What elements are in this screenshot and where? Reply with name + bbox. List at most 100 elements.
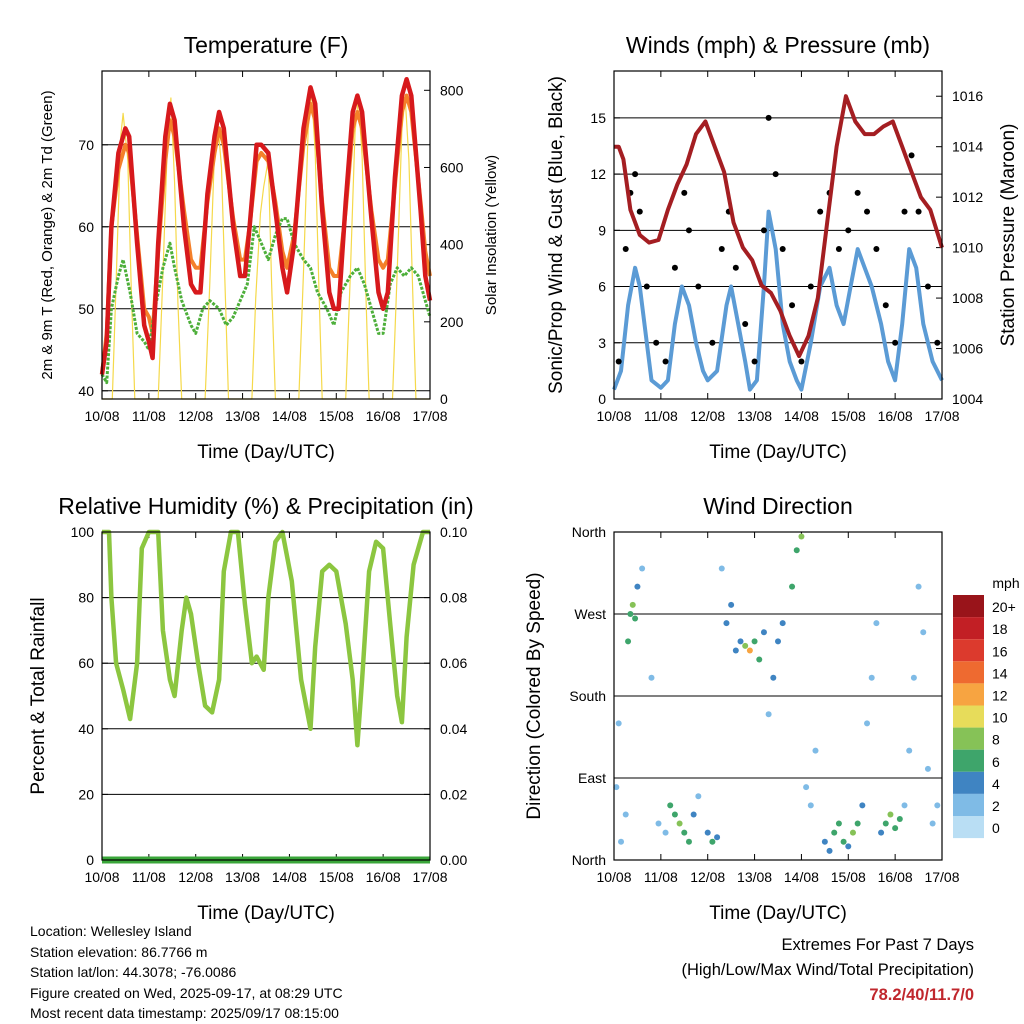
x-tick-label: 15/08 xyxy=(319,869,354,885)
direction-point xyxy=(868,674,875,681)
legend-swatch xyxy=(953,727,984,750)
y-tick-label: 3 xyxy=(598,335,606,351)
y-tick-label: 100 xyxy=(71,524,95,540)
series-wind xyxy=(612,209,944,392)
gust-point xyxy=(718,246,725,253)
series-pressure xyxy=(614,94,944,359)
gust-point xyxy=(636,208,643,215)
direction-point xyxy=(690,811,697,818)
y-tick-label: South xyxy=(569,688,606,704)
recent-text: Most recent data timestamp: 2025/09/17 0… xyxy=(30,1005,339,1021)
gust-point xyxy=(662,358,669,365)
direction-point xyxy=(915,583,922,590)
y-tick-label: North xyxy=(572,524,606,540)
y-tick-label: 0 xyxy=(598,391,606,407)
y-tick-label: 70 xyxy=(78,137,94,153)
gust-point xyxy=(622,246,629,253)
direction-point xyxy=(854,820,861,827)
panel-title: Wind Direction xyxy=(703,493,853,519)
y-tick-label: 9 xyxy=(598,222,606,238)
gust-point xyxy=(742,321,749,328)
extremes-block: Extremes For Past 7 Days (High/Low/Max W… xyxy=(681,933,974,1008)
direction-point xyxy=(793,547,800,554)
gust-point xyxy=(643,283,650,290)
y2-tick-label: 1010 xyxy=(952,240,983,256)
gust-point xyxy=(854,189,861,196)
direction-point xyxy=(779,620,786,627)
direction-point xyxy=(634,583,641,590)
panel-title: Temperature (F) xyxy=(184,32,349,58)
x-tick-label: 12/08 xyxy=(690,408,725,424)
direction-point xyxy=(831,829,838,836)
y-tick-label: 0 xyxy=(86,852,94,868)
y-axis-label: Sonic/Prop Wind & Gust (Blue, Black) xyxy=(546,76,567,394)
y2-tick-label: 0.00 xyxy=(440,852,467,868)
gust-point xyxy=(915,208,922,215)
extremes-values: 78.2/40/11.7/0 xyxy=(869,986,974,1004)
gust-point xyxy=(779,246,786,253)
direction-point xyxy=(887,811,894,818)
station-info: Location: Wellesley Island Station eleva… xyxy=(30,921,343,1024)
direction-point xyxy=(812,747,819,754)
x-tick-label: 10/08 xyxy=(84,408,119,424)
legend-swatch xyxy=(953,595,984,618)
gust-point xyxy=(765,114,772,121)
direction-point xyxy=(625,638,632,645)
gust-point xyxy=(908,152,915,159)
y2-tick-label: 0 xyxy=(440,391,448,407)
y2-tick-label: 1012 xyxy=(952,189,983,205)
panel-direction: Wind DirectionNorthEastSouthWestNorth10/… xyxy=(524,493,1020,924)
legend-swatch xyxy=(953,793,984,816)
legend-label: 6 xyxy=(992,754,1000,770)
y-tick-label: 12 xyxy=(590,166,606,182)
direction-point xyxy=(648,674,655,681)
y2-axis-label: Solar Insolation (Yellow) xyxy=(483,155,500,315)
y2-tick-label: 1016 xyxy=(952,88,983,104)
x-tick-label: 13/08 xyxy=(225,869,260,885)
direction-point xyxy=(746,647,753,654)
y2-tick-label: 1004 xyxy=(952,391,983,407)
gust-point xyxy=(653,339,660,346)
y-tick-label: 40 xyxy=(78,383,94,399)
x-tick-label: 17/08 xyxy=(412,408,447,424)
legend-label: 2 xyxy=(992,798,1000,814)
panel-humidity: Relative Humidity (%) & Precipitation (i… xyxy=(28,493,474,924)
direction-point xyxy=(667,802,674,809)
gust-point xyxy=(901,208,908,215)
direction-point xyxy=(737,638,744,645)
direction-point xyxy=(910,674,917,681)
y2-tick-label: 0.10 xyxy=(440,524,467,540)
legend-swatch xyxy=(953,816,984,839)
legend-label: 12 xyxy=(992,687,1008,703)
y2-axis-label: Station Pressure (Maroon) xyxy=(998,124,1019,347)
x-tick-label: 10/08 xyxy=(596,408,631,424)
legend-swatch xyxy=(953,661,984,684)
plot-frame xyxy=(613,70,943,400)
direction-point xyxy=(901,802,908,809)
y-tick-label: 40 xyxy=(78,721,94,737)
y-tick-label: 80 xyxy=(78,590,94,606)
direction-point xyxy=(671,811,678,818)
y2-tick-label: 0.06 xyxy=(440,655,467,671)
y-tick-label: East xyxy=(578,770,606,786)
gust-point xyxy=(681,189,688,196)
extremes-title: Extremes For Past 7 Days xyxy=(781,936,974,954)
direction-point xyxy=(627,611,634,617)
series-rh xyxy=(102,529,430,748)
y-tick-label: 60 xyxy=(78,219,94,235)
direction-point xyxy=(704,829,711,836)
direction-point xyxy=(798,533,805,540)
x-tick-label: 14/08 xyxy=(272,869,307,885)
x-tick-label: 16/08 xyxy=(878,869,913,885)
legend-swatch xyxy=(953,683,984,706)
direction-point xyxy=(920,629,927,636)
direction-point xyxy=(859,802,866,809)
y-tick-label: 15 xyxy=(590,110,606,126)
x-tick-label: 11/08 xyxy=(644,869,678,885)
y2-tick-label: 0.02 xyxy=(440,786,467,802)
y-tick-label: 60 xyxy=(78,655,94,671)
direction-point xyxy=(685,838,692,845)
x-tick-label: 14/08 xyxy=(272,408,307,424)
gust-point xyxy=(873,246,880,253)
